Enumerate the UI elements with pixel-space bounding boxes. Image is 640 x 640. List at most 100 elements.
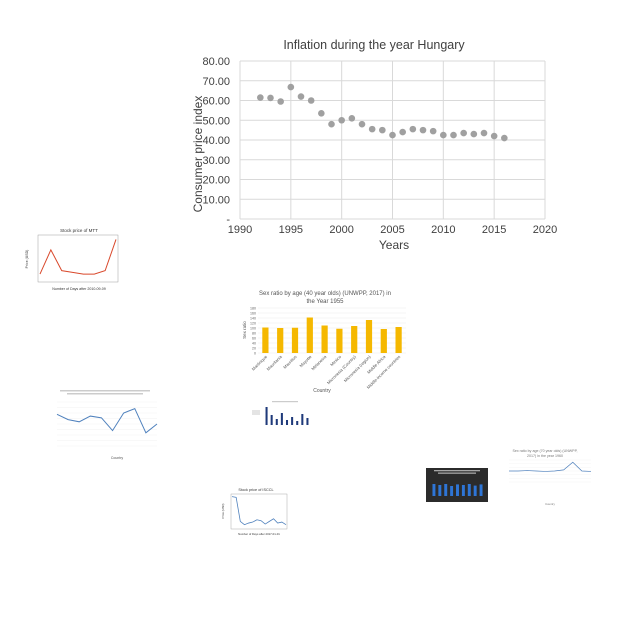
y-tick-label: 60.00 [202, 96, 230, 108]
bar [438, 485, 442, 496]
y-tick-label: 50.00 [202, 115, 230, 127]
y-axis-label: Price (USD) [25, 250, 29, 269]
data-point [460, 129, 467, 137]
data-points [257, 83, 508, 142]
bar [351, 326, 358, 353]
bar [301, 414, 304, 425]
data-point [318, 110, 325, 117]
country-line-chart: Country [56, 390, 158, 460]
data-point [501, 134, 508, 142]
y-tick-label: 10.00 [202, 194, 230, 206]
chart-title: Inflation during the year Hungary [283, 38, 465, 52]
y-tick-label: 80.00 [202, 56, 230, 68]
x-tick-label: 2010 [431, 224, 455, 236]
chart-title-line-2: 2017) in the year 1960 [527, 454, 563, 458]
bar [432, 484, 436, 496]
bar [306, 317, 313, 353]
x-axis-label: Number of Days after 2010-09-09 [52, 287, 106, 291]
dark-bar-chart [426, 468, 488, 502]
data-point [287, 83, 295, 91]
x-tick-label: 1990 [228, 224, 252, 236]
data-point [470, 130, 478, 138]
data-point [307, 97, 315, 104]
bar [321, 325, 328, 353]
bar [467, 484, 471, 496]
series-line [56, 407, 158, 434]
y-tick-label: 20 [252, 346, 256, 350]
x-tick-label: Mauritius [282, 354, 298, 370]
bar [380, 329, 387, 353]
bar [262, 327, 269, 353]
y-tick-label: 40 [252, 341, 256, 345]
chart-title-line-1: Sex ratio by age (40 year olds) (UNWPP, … [259, 291, 391, 297]
data-point [267, 94, 274, 102]
y-tick-label: 30.00 [202, 155, 230, 167]
y-tick-label: 160 [250, 311, 256, 315]
data-point [277, 98, 284, 105]
data-point [480, 129, 488, 137]
bar [306, 418, 309, 425]
data-point [338, 116, 345, 124]
y-tick-label: 80 [252, 331, 256, 335]
bar [285, 420, 289, 425]
x-tick-label: 2005 [380, 224, 404, 236]
x-axis-label: Country [545, 502, 555, 506]
x-tick-labels: 1990 1995 2000 2005 2010 2015 2020 [228, 224, 557, 236]
sex-ratio-70-line-chart: Sex ratio by age (70 year olds) (UNWPP, … [509, 449, 592, 506]
bars [432, 484, 483, 496]
chart-title: Stock price of MTT [60, 228, 98, 233]
data-point [490, 132, 498, 140]
data-point [379, 126, 386, 134]
bar [291, 327, 299, 353]
y-tick-label: 20.00 [202, 175, 230, 187]
x-axis-label: Country [313, 388, 331, 394]
data-point [450, 131, 457, 139]
series-line [509, 461, 592, 472]
data-point [389, 131, 396, 139]
chart-title-line-2: the Year 1955 [306, 299, 344, 305]
stock-price-mtt-chart: Stock price of MTT Price (USD) Number of… [25, 228, 119, 291]
x-axis-label: Number of Days after 2017-01-01 [238, 532, 280, 536]
bar [265, 407, 268, 425]
bar [291, 417, 294, 425]
data-point [328, 120, 335, 128]
title-blur-2 [438, 472, 476, 474]
bars [265, 407, 309, 425]
data-point [358, 120, 366, 128]
chart-title: Stock price of ISCCL [238, 488, 273, 492]
y-tick-label: 40.00 [202, 135, 230, 147]
x-tick-label: Melanesia [310, 354, 328, 372]
bar [270, 415, 273, 425]
title-blur-1 [60, 390, 150, 392]
data-point [348, 114, 356, 122]
x-tick-label: 2020 [533, 224, 557, 236]
bars [262, 317, 402, 353]
data-point [257, 94, 264, 101]
stock-price-isccl-chart: Stock price of ISCCL Price (USD) Number … [221, 488, 288, 536]
bar [280, 413, 283, 425]
y-tick-labels: - 10.00 20.00 30.00 40.00 50.00 60.00 70.00 80.0… [202, 56, 230, 226]
legend-blur [252, 410, 260, 415]
title-blur-1 [434, 470, 480, 472]
y-axis-label: Sex ratio [242, 321, 247, 339]
data-point [368, 125, 376, 133]
y-axis-label: Consumer price index [191, 96, 205, 213]
bar [456, 484, 459, 496]
bar [461, 485, 465, 496]
x-tick-label: Mauritania [266, 354, 284, 372]
bar [365, 320, 373, 353]
y-tick-label: 120 [250, 321, 256, 325]
bar [444, 484, 448, 496]
data-point [399, 128, 406, 136]
plot-frame [230, 493, 288, 530]
x-axis-label: Years [379, 238, 409, 252]
sex-ratio-bar-chart: Sex ratio by age (40 year olds) (UNWPP, … [242, 291, 406, 394]
price-line [231, 496, 287, 526]
gridlines [239, 60, 546, 220]
bar [450, 486, 454, 496]
bar [479, 484, 483, 496]
x-tick-label: 1995 [279, 224, 303, 236]
title-blur-2 [67, 393, 143, 395]
bar [275, 419, 278, 425]
